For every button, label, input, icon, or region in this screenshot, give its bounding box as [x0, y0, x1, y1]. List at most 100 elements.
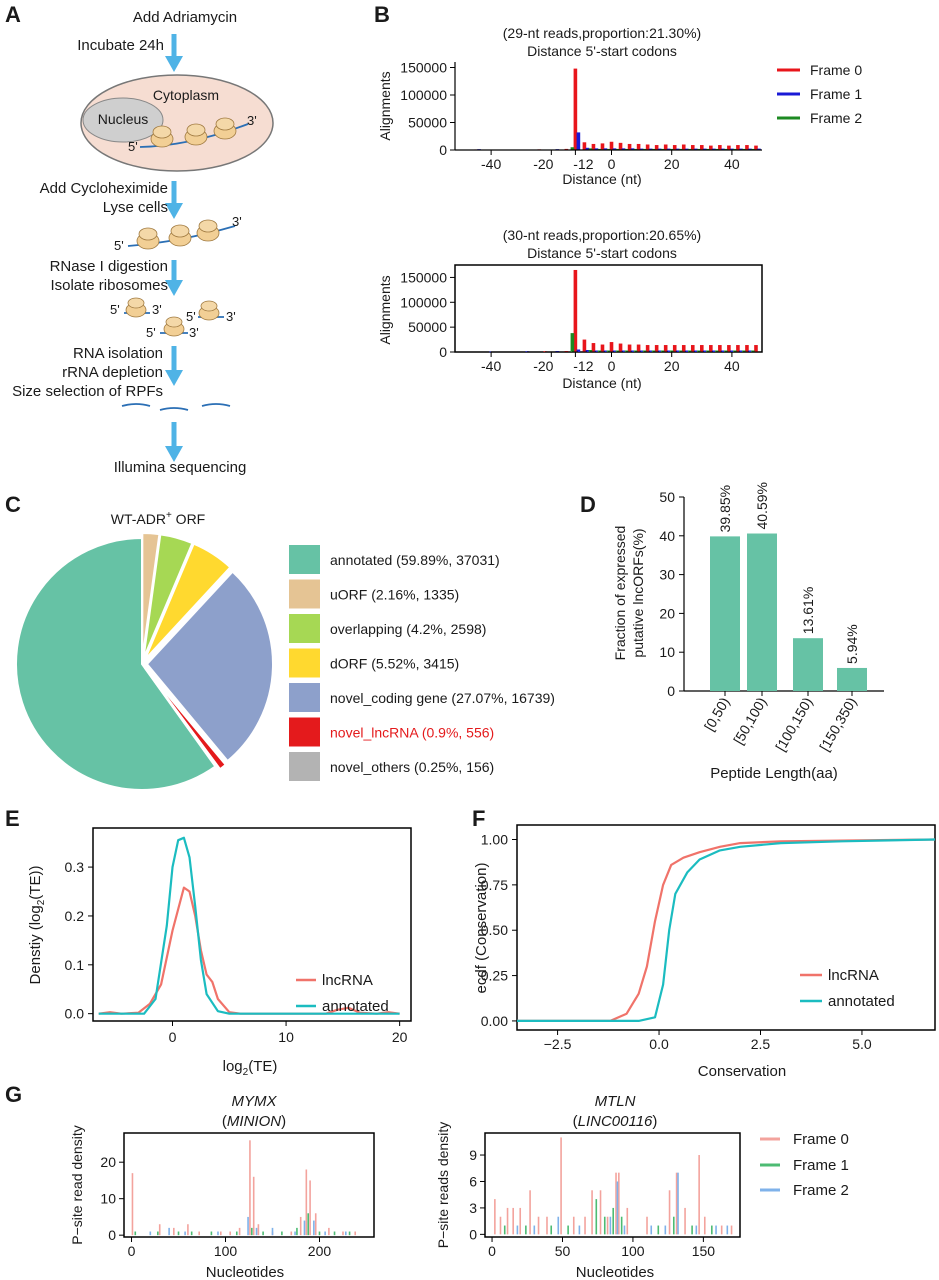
B_bottom-bar-s2-4 [615, 350, 620, 352]
E-xtick-label-2: 20 [392, 1029, 408, 1045]
e-xlabel: log2(TE) [223, 1058, 278, 1078]
g-right-title: MTLN [595, 1093, 636, 1110]
c-legend-label-0: annotated (59.89%, 37031) [330, 552, 500, 568]
e-legend-annotated: annotated [322, 998, 389, 1015]
B_top-bar-s0-20 [718, 145, 722, 150]
G_left-bar-s1-4 [210, 1231, 213, 1236]
panel-f: F −2.5 0.0 2.5 5.0 0.00 0.25 0.50 0.75 1.00 ecdf… [472, 806, 936, 1080]
d-value-label-3: 5.94% [844, 624, 860, 664]
B_bottom-bar-s2-3 [606, 350, 611, 352]
g-legend: Frame 0 Frame 1 Frame 2 [760, 1131, 849, 1199]
B_top-bar-s1-4 [576, 132, 581, 150]
G_left-bar-s2-9 [313, 1220, 315, 1236]
step-rrna-depletion: rRNA depletion [62, 364, 163, 381]
G_left-bar-s0-19 [354, 1231, 357, 1236]
E-ytick-label-0: 0.0 [65, 1006, 85, 1022]
B_bottom-xtick-label-1: -20 [533, 358, 553, 374]
G_left-bar-s0-4 [198, 1231, 200, 1236]
F-ytick-label-2: 0.50 [481, 922, 508, 938]
F-ytick-label-1: 0.25 [481, 968, 508, 984]
B_bottom-bar-s1-12 [657, 350, 662, 352]
G_left-bar-s0-16 [314, 1213, 317, 1236]
G_left-xtick-label-0: 0 [128, 1243, 136, 1259]
B_top-bar-s1-7 [603, 148, 608, 150]
B_top-bar-s0-22 [736, 145, 740, 150]
rpf-fragments [121, 403, 231, 411]
G_right-bar-s1-4 [595, 1199, 598, 1235]
G_left-xtick-label-2: 200 [308, 1243, 332, 1259]
d-value-label-2: 13.61% [800, 587, 816, 634]
nucleus-label: Nucleus [98, 111, 149, 127]
B_top-bar-s0-10 [627, 143, 632, 150]
step-add-adriamycin: Add Adriamycin [133, 9, 237, 26]
G_left-bar-s1-6 [251, 1227, 253, 1236]
B_top-xtick-label-5: 40 [724, 156, 740, 172]
five-prime-label: 5' [128, 139, 138, 154]
c-legend-swatch-2 [289, 614, 320, 643]
B_bottom-bar-s2-16 [724, 350, 728, 352]
c-legend: annotated (59.89%, 37031) uORF (2.16%, 13… [289, 545, 555, 781]
panel-letter-a: A [5, 2, 21, 27]
d-bar-0 [710, 536, 740, 691]
G_right-bar-s2-1 [533, 1225, 536, 1235]
g-left-paren-close: ) [281, 1113, 286, 1130]
B_bottom-xtick-label-3: 0 [608, 358, 616, 374]
B_bottom-xtick-label-2: -12 [573, 358, 593, 374]
G_left-bar-s0-12 [290, 1231, 293, 1236]
G_left-bar-s1-2 [177, 1231, 180, 1236]
b-top-title: (29-nt reads,proportion:21.30%) [503, 25, 701, 41]
B_bottom-bar-s0-18 [700, 345, 704, 352]
B_top-bar-s0-12 [645, 144, 650, 150]
G_left-bar-s1-11 [318, 1231, 321, 1236]
b-legend-frame2: Frame 2 [810, 110, 862, 126]
B_top-bar-s1-11 [639, 148, 644, 150]
B_bottom-bar-s2-11 [678, 350, 683, 352]
F-xtick-label-2: 2.5 [751, 1036, 771, 1052]
B_top-bar-s0-23 [745, 145, 749, 150]
panel-letter-g: G [5, 1082, 22, 1107]
B_bottom-bar-s2-18 [742, 350, 746, 352]
B_top-ytick-label-3: 150000 [400, 60, 447, 76]
G_left-ytick-label-2: 20 [100, 1154, 116, 1170]
B_top-bar-s0-5 [582, 142, 587, 150]
c-legend-label-1: uORF (2.16%, 1335) [330, 587, 459, 603]
monosomes: 5' 3' 5' 3' 5' 3' [110, 297, 236, 340]
arrow-5 [165, 422, 183, 462]
G_right-bar-s0-7 [546, 1216, 548, 1235]
B_bottom-bar-s0-9 [618, 343, 623, 352]
three-prime-label: 3' [247, 113, 257, 128]
G_left-bar-s0-9 [252, 1176, 255, 1236]
B_bottom-ytick-label-2: 100000 [400, 294, 447, 310]
B_top-bar-s1-6 [594, 148, 599, 150]
G_left-bar-s1-7 [262, 1231, 264, 1236]
B_top-bar-s0-9 [618, 142, 623, 150]
B_bottom-bar-s2-17 [733, 350, 737, 352]
G_left-ytick-label-1: 10 [100, 1191, 116, 1207]
c-title-sup: + [166, 510, 172, 521]
c-title: WT-ADR+ ORF [111, 510, 206, 527]
g-left-paren-open: ( [222, 1113, 227, 1130]
G_left-bar-s2-4 [247, 1216, 249, 1236]
B_top-ytick-label-1: 50000 [408, 115, 447, 131]
g-legend-frame0: Frame 0 [793, 1131, 849, 1148]
g-left-ylabel: P−site read density [69, 1125, 85, 1244]
panel-letter-c: C [5, 492, 21, 517]
B_bottom-xtick-label-5: 40 [724, 358, 740, 374]
f-plot: −2.5 0.0 2.5 5.0 0.00 0.25 0.50 0.75 1.00 [481, 832, 936, 1052]
d-bar-3 [837, 667, 867, 691]
G_right-bar-s0-19 [675, 1172, 678, 1235]
G_left-bar-s2-0 [149, 1231, 152, 1236]
G_right-bar-s0-23 [720, 1225, 723, 1235]
B_top-bar-s0-13 [654, 145, 659, 150]
b-legend-frame1: Frame 1 [810, 86, 862, 102]
d-bar-1 [747, 533, 777, 691]
B_bottom-bar-s0-12 [645, 345, 650, 352]
g-right-paren-open: ( [573, 1113, 578, 1130]
B_bottom-ytick-label-1: 50000 [408, 319, 447, 335]
B_top-ytick-label-2: 100000 [400, 87, 447, 103]
B_bottom-bar-s2-0 [570, 333, 575, 352]
B_top-bar-s1-24 [757, 148, 761, 150]
G_right-bar-s2-0 [516, 1225, 519, 1235]
G_right-bar-s0-13 [606, 1216, 609, 1235]
G_left-bar-s0-1 [158, 1224, 161, 1236]
